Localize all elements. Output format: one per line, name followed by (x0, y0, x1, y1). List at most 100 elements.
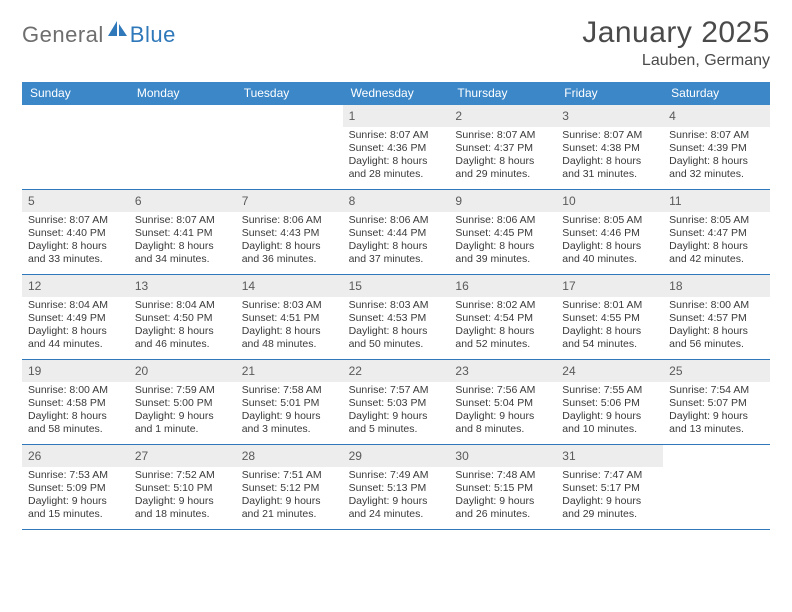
sunrise-text: Sunrise: 7:53 AM (28, 469, 123, 482)
day-cell: 18Sunrise: 8:00 AMSunset: 4:57 PMDayligh… (663, 275, 770, 359)
day-number: 24 (562, 364, 575, 378)
day-number-row: 16 (449, 275, 556, 297)
day-info: Sunrise: 8:06 AMSunset: 4:44 PMDaylight:… (349, 214, 444, 267)
day-number-row: 5 (22, 190, 129, 212)
day-number-row: 28 (236, 445, 343, 467)
day-number: 3 (562, 109, 569, 123)
day-number: 19 (28, 364, 41, 378)
day-cell: 14 Sunrise: 8:03 AMSunset: 4:51 PMDayligh… (236, 275, 343, 359)
day-header: Sunday (22, 82, 129, 105)
day-cell: 19Sunrise: 8:00 AMSunset: 4:58 PMDayligh… (22, 360, 129, 444)
daylight-text: Daylight: 9 hours and 13 minutes. (669, 410, 764, 436)
sunset-text: Sunset: 5:03 PM (349, 397, 444, 410)
day-number: 13 (135, 279, 148, 293)
day-info: Sunrise: 8:07 AMSunset: 4:41 PMDaylight:… (135, 214, 230, 267)
day-info: Sunrise: 8:07 AMSunset: 4:40 PMDaylight:… (28, 214, 123, 267)
sunset-text: Sunset: 4:55 PM (562, 312, 657, 325)
day-number: 20 (135, 364, 148, 378)
day-cell (663, 445, 770, 529)
day-number-row: 22 (343, 360, 450, 382)
day-cell: 6Sunrise: 8:07 AMSunset: 4:41 PMDaylight… (129, 190, 236, 274)
sunset-text: Sunset: 4:47 PM (669, 227, 764, 240)
day-number: 10 (562, 194, 575, 208)
day-cell: 21Sunrise: 7:58 AMSunset: 5:01 PMDayligh… (236, 360, 343, 444)
daylight-text: Daylight: 9 hours and 5 minutes. (349, 410, 444, 436)
sunset-text: Sunset: 4:43 PM (242, 227, 337, 240)
daylight-text: Daylight: 8 hours and 37 minutes. (349, 240, 444, 266)
sunrise-text: Sunrise: 7:49 AM (349, 469, 444, 482)
day-info: Sunrise: 7:51 AMSunset: 5:12 PMDaylight:… (242, 469, 337, 522)
sunrise-text: Sunrise: 7:59 AM (135, 384, 230, 397)
sunset-text: Sunset: 5:04 PM (455, 397, 550, 410)
logo-text-blue: Blue (130, 22, 176, 48)
day-number: 27 (135, 449, 148, 463)
day-number-row: 7 (236, 190, 343, 212)
day-number: 26 (28, 449, 41, 463)
sunset-text: Sunset: 4:39 PM (669, 142, 764, 155)
day-cell: 25Sunrise: 7:54 AMSunset: 5:07 PMDayligh… (663, 360, 770, 444)
day-cell: 29Sunrise: 7:49 AMSunset: 5:13 PMDayligh… (343, 445, 450, 529)
daylight-text: Daylight: 8 hours and 36 minutes. (242, 240, 337, 266)
day-info: Sunrise: 7:49 AMSunset: 5:13 PMDaylight:… (349, 469, 444, 522)
day-cell: 26 Sunrise: 7:53 AMSunset: 5:09 PMDayligh… (22, 445, 129, 529)
day-info: Sunrise: 7:59 AMSunset: 5:00 PMDaylight:… (135, 384, 230, 437)
daylight-text: Daylight: 9 hours and 24 minutes. (349, 495, 444, 521)
day-number: 14 (242, 279, 255, 293)
day-info: Sunrise: 7:47 AMSunset: 5:17 PMDaylight:… (562, 469, 657, 522)
day-number: 30 (455, 449, 468, 463)
sunrise-text: Sunrise: 8:06 AM (242, 214, 337, 227)
day-info: Sunrise: 8:03 AMSunset: 4:51 PMDaylight:… (242, 299, 337, 352)
day-info: Sunrise: 7:52 AMSunset: 5:10 PMDaylight:… (135, 469, 230, 522)
sunrise-text: Sunrise: 8:07 AM (135, 214, 230, 227)
header: General Blue January 2025 Lauben, German… (22, 16, 770, 70)
day-number: 28 (242, 449, 255, 463)
daylight-text: Daylight: 8 hours and 58 minutes. (28, 410, 123, 436)
day-header: Monday (129, 82, 236, 105)
sunset-text: Sunset: 5:00 PM (135, 397, 230, 410)
sunset-text: Sunset: 4:53 PM (349, 312, 444, 325)
month-title: January 2025 (582, 16, 770, 50)
sunrise-text: Sunrise: 7:48 AM (455, 469, 550, 482)
sunrise-text: Sunrise: 7:54 AM (669, 384, 764, 397)
logo-text-general: General (22, 22, 104, 48)
week-row: 12Sunrise: 8:04 AMSunset: 4:49 PMDayligh… (22, 275, 770, 360)
day-cell: 17Sunrise: 8:01 AMSunset: 4:55 PMDayligh… (556, 275, 663, 359)
sunset-text: Sunset: 5:01 PM (242, 397, 337, 410)
sunset-text: Sunset: 5:09 PM (28, 482, 123, 495)
day-number: 18 (669, 279, 682, 293)
day-info: Sunrise: 8:05 AMSunset: 4:46 PMDaylight:… (562, 214, 657, 267)
day-info: Sunrise: 7:48 AMSunset: 5:15 PMDaylight:… (455, 469, 550, 522)
sunset-text: Sunset: 5:10 PM (135, 482, 230, 495)
day-info: Sunrise: 8:01 AMSunset: 4:55 PMDaylight:… (562, 299, 657, 352)
day-cell: 13Sunrise: 8:04 AMSunset: 4:50 PMDayligh… (129, 275, 236, 359)
daylight-text: Daylight: 9 hours and 21 minutes. (242, 495, 337, 521)
daylight-text: Daylight: 9 hours and 15 minutes. (28, 495, 123, 521)
day-number-row: 30 (449, 445, 556, 467)
sunrise-text: Sunrise: 7:57 AM (349, 384, 444, 397)
day-cell: 15Sunrise: 8:03 AMSunset: 4:53 PMDayligh… (343, 275, 450, 359)
sunrise-text: Sunrise: 8:06 AM (349, 214, 444, 227)
day-number-row: 10 (556, 190, 663, 212)
day-info: Sunrise: 8:07 AMSunset: 4:38 PMDaylight:… (562, 129, 657, 182)
day-number-row: 26 (22, 445, 129, 467)
day-number-row: 4 (663, 105, 770, 127)
day-info: Sunrise: 7:54 AMSunset: 5:07 PMDaylight:… (669, 384, 764, 437)
daylight-text: Daylight: 8 hours and 32 minutes. (669, 155, 764, 181)
daylight-text: Daylight: 8 hours and 52 minutes. (455, 325, 550, 351)
day-cell: 8Sunrise: 8:06 AMSunset: 4:44 PMDaylight… (343, 190, 450, 274)
sunset-text: Sunset: 4:41 PM (135, 227, 230, 240)
sunrise-text: Sunrise: 8:07 AM (349, 129, 444, 142)
day-number-row: 13 (129, 275, 236, 297)
day-header: Wednesday (343, 82, 450, 105)
day-number-row: 12 (22, 275, 129, 297)
sunset-text: Sunset: 5:07 PM (669, 397, 764, 410)
day-number-row: 2 (449, 105, 556, 127)
sunset-text: Sunset: 4:57 PM (669, 312, 764, 325)
day-number-row: 31 (556, 445, 663, 467)
day-number-row: 8 (343, 190, 450, 212)
day-info: Sunrise: 8:06 AMSunset: 4:45 PMDaylight:… (455, 214, 550, 267)
sunset-text: Sunset: 4:45 PM (455, 227, 550, 240)
day-cell: 22 Sunrise: 7:57 AMSunset: 5:03 PMDayligh… (343, 360, 450, 444)
day-info: Sunrise: 7:57 AMSunset: 5:03 PMDaylight:… (349, 384, 444, 437)
day-number: 22 (349, 364, 362, 378)
